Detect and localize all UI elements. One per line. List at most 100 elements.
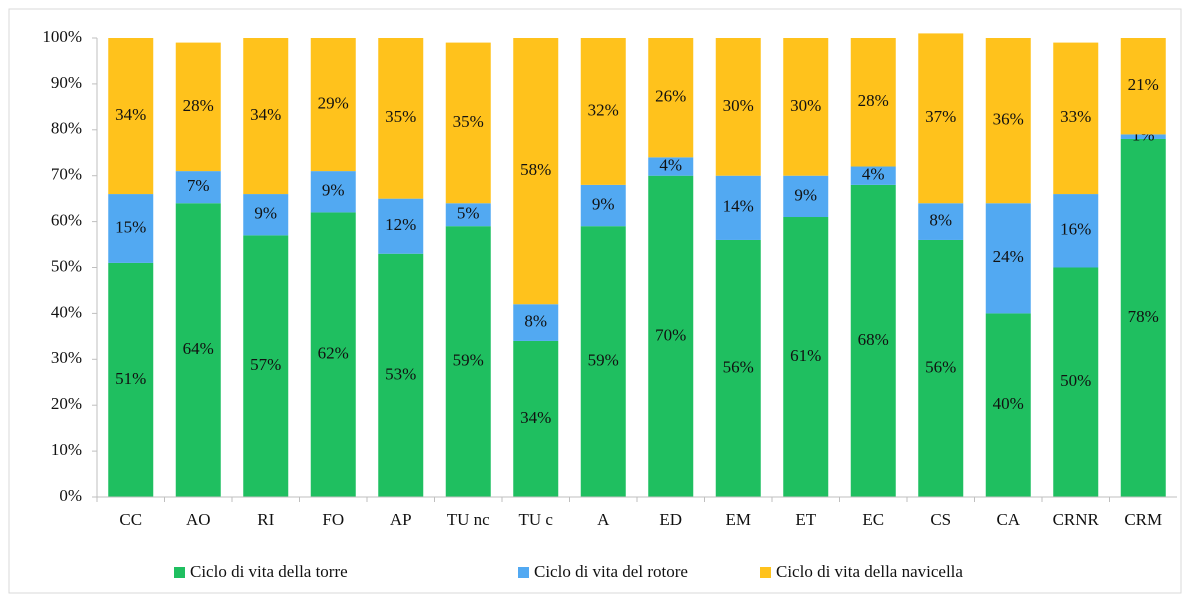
bar-segment	[850, 166, 896, 185]
bar-segment	[1053, 194, 1099, 268]
x-tick-label: FO	[322, 510, 344, 529]
data-label: 4%	[659, 155, 682, 174]
data-label: 28%	[858, 91, 889, 110]
x-tick-label: TU nc	[447, 510, 490, 529]
data-label: 15%	[115, 217, 146, 236]
bar-segment	[310, 212, 356, 498]
data-label: 68%	[858, 330, 889, 349]
bar-segment	[1053, 42, 1099, 195]
bar-segment	[243, 38, 289, 195]
data-label: 59%	[588, 351, 619, 370]
data-label: 34%	[520, 408, 551, 427]
bar-segment	[175, 171, 221, 204]
data-label: 7%	[187, 176, 210, 195]
bar-segment	[243, 194, 289, 236]
x-tick-label: CRNR	[1053, 510, 1100, 529]
bar-segment	[850, 184, 896, 497]
bar-segment	[715, 38, 761, 176]
data-label: 78%	[1128, 307, 1159, 326]
bar-segment	[918, 33, 964, 204]
chart-border	[8, 8, 1182, 594]
data-label: 9%	[322, 181, 345, 200]
bar-segment	[513, 38, 559, 305]
data-label: 9%	[254, 204, 277, 223]
bar-segment	[918, 239, 964, 497]
data-label: 26%	[655, 87, 686, 106]
data-label: 61%	[790, 346, 821, 365]
bar-segment	[175, 42, 221, 172]
bar-segment	[513, 340, 559, 497]
x-tick-label: ET	[795, 510, 816, 529]
legend-label: Ciclo di vita della torre	[190, 562, 348, 581]
data-label: 53%	[385, 364, 416, 383]
y-tick-label: 60%	[51, 211, 82, 230]
bar-segment	[310, 38, 356, 172]
data-label: 37%	[925, 107, 956, 126]
bar-segment	[648, 175, 694, 497]
data-label: 57%	[250, 355, 281, 374]
data-label: 70%	[655, 325, 686, 344]
data-label: 56%	[723, 357, 754, 376]
bar-segment	[918, 203, 964, 240]
bar-segment	[1120, 38, 1166, 135]
data-label: 9%	[592, 194, 615, 213]
bar-segment	[783, 175, 829, 218]
data-label: 8%	[929, 211, 952, 230]
bar-segment	[108, 194, 154, 263]
data-label: 12%	[385, 215, 416, 234]
bar-segment	[1120, 134, 1166, 139]
data-label: 14%	[723, 197, 754, 216]
bar-segment	[513, 304, 559, 341]
data-label: 64%	[183, 339, 214, 358]
data-label: 33%	[1060, 107, 1091, 126]
y-tick-label: 20%	[51, 394, 82, 413]
bar-segment	[243, 235, 289, 497]
bar-segment	[648, 38, 694, 158]
bar-segment	[378, 253, 424, 497]
data-label: 51%	[115, 369, 146, 388]
data-label: 59%	[453, 351, 484, 370]
bar-segment	[580, 226, 626, 497]
data-label: 35%	[385, 107, 416, 126]
bar-segment	[648, 157, 694, 176]
bar-segment	[175, 203, 221, 498]
bar-segment	[580, 184, 626, 227]
bar-segment	[850, 38, 896, 167]
data-label: 5%	[457, 204, 480, 223]
x-tick-label: EC	[862, 510, 884, 529]
y-tick-label: 30%	[51, 348, 82, 367]
legend-label: Ciclo di vita della navicella	[776, 562, 963, 581]
legend-swatch	[174, 567, 185, 578]
bar-segment	[985, 38, 1031, 204]
x-tick-label: RI	[257, 510, 274, 529]
data-label: 29%	[318, 93, 349, 112]
legend-swatch	[518, 567, 529, 578]
legend-label: Ciclo di vita del rotore	[534, 562, 688, 581]
bar-segment	[108, 38, 154, 195]
x-tick-label: CC	[119, 510, 142, 529]
x-tick-label: CRM	[1124, 510, 1162, 529]
data-label: 40%	[993, 394, 1024, 413]
bar-segment	[445, 42, 491, 204]
x-tick-label: EM	[726, 510, 752, 529]
bar-segment	[445, 226, 491, 497]
y-tick-label: 40%	[51, 302, 82, 321]
data-label: 8%	[524, 311, 547, 330]
x-tick-label: A	[597, 510, 610, 529]
data-label: 35%	[453, 112, 484, 131]
y-tick-label: 10%	[51, 440, 82, 459]
data-label: 9%	[794, 185, 817, 204]
bar-segment	[108, 262, 154, 497]
x-tick-label: AP	[390, 510, 412, 529]
bar-segment	[783, 38, 829, 176]
data-label: 36%	[993, 110, 1024, 129]
bar-segment	[310, 171, 356, 213]
data-label: 30%	[723, 96, 754, 115]
y-tick-label: 50%	[51, 256, 82, 275]
data-label: 30%	[790, 96, 821, 115]
data-label: 58%	[520, 160, 551, 179]
bar-segment	[985, 313, 1031, 497]
data-label: 34%	[115, 105, 146, 124]
data-label: 21%	[1128, 75, 1159, 94]
bar-segment	[378, 38, 424, 199]
